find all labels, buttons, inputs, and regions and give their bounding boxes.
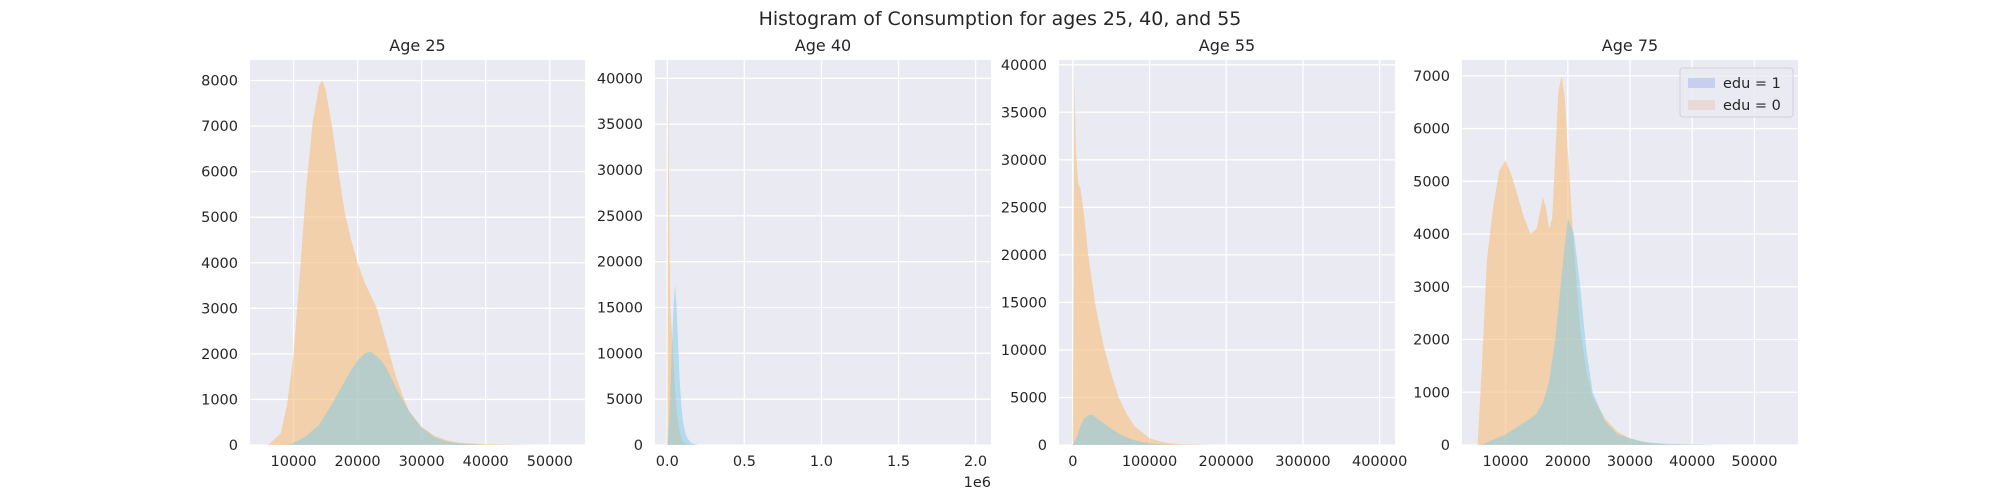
y-tick-label: 3000 xyxy=(1413,280,1450,296)
y-tick-label: 0 xyxy=(1038,438,1047,454)
histogram-edu-1 xyxy=(667,284,699,445)
y-tick-label: 20000 xyxy=(597,255,643,271)
y-tick-label: 30000 xyxy=(1001,153,1047,169)
panel-title: Age 25 xyxy=(389,36,445,55)
plot-background xyxy=(1059,60,1395,445)
y-tick-label: 7000 xyxy=(1413,69,1450,85)
legend-label: edu = 0 xyxy=(1723,98,1781,114)
panel-age-25: 10000 20000 30000 40000 50000 0 1000 2000 3000 40… xyxy=(201,36,585,470)
x-tick-label: 0 xyxy=(1068,454,1077,470)
y-tick-label: 4000 xyxy=(201,256,238,272)
panel-age-40: 0.0 0.5 1.0 1.5 2.0 0 5000 10000 15000 20000 25000… xyxy=(597,36,991,491)
x-tick-label: 10000 xyxy=(1482,454,1528,470)
y-tick-label: 5000 xyxy=(606,392,643,408)
legend: edu = 1 edu = 0 xyxy=(1679,67,1794,118)
panel-title: Age 75 xyxy=(1602,36,1658,55)
histogram-edu-0 xyxy=(1072,74,1227,445)
y-tick-label: 3000 xyxy=(201,301,238,317)
plot-background xyxy=(655,60,991,445)
y-tick-label: 35000 xyxy=(597,117,643,133)
legend-swatch xyxy=(1688,100,1715,110)
y-tick-label: 35000 xyxy=(1001,105,1047,121)
y-tick-label: 30000 xyxy=(597,163,643,179)
x-tick-label: 2.0 xyxy=(964,454,987,470)
x-tick-label: 50000 xyxy=(1731,454,1777,470)
histogram-edu-0 xyxy=(1477,75,1693,445)
y-tick-label: 1000 xyxy=(201,392,238,408)
figure-title: Histogram of Consumption for ages 25, 40… xyxy=(759,8,1242,30)
y-tick-label: 25000 xyxy=(597,209,643,225)
x-tick-label: 100000 xyxy=(1122,454,1177,470)
y-tick-label: 5000 xyxy=(201,210,238,226)
panel-title: Age 40 xyxy=(795,36,851,55)
histogram-edu-0 xyxy=(667,78,691,445)
x-tick-label: 30000 xyxy=(1607,454,1653,470)
x-tick-label: 40000 xyxy=(1669,454,1715,470)
x-tick-label: 50000 xyxy=(527,454,573,470)
y-tick-label: 5000 xyxy=(1010,390,1047,406)
y-tick-label: 10000 xyxy=(1001,343,1047,359)
y-tick-label: 0 xyxy=(634,438,643,454)
y-tick-label: 25000 xyxy=(1001,200,1047,216)
y-tick-label: 0 xyxy=(229,438,238,454)
panel-age-75: 10000 20000 30000 40000 50000 0 1000 2000 3000 40… xyxy=(1413,36,1798,470)
y-tick-label: 15000 xyxy=(1001,295,1047,311)
x-tick-label: 10000 xyxy=(270,454,316,470)
histogram-edu-1 xyxy=(287,351,486,445)
y-tick-label: 8000 xyxy=(201,74,238,90)
y-tick-label: 1000 xyxy=(1413,385,1450,401)
x-tick-label: 300000 xyxy=(1275,454,1330,470)
x-tick-label: 1.5 xyxy=(887,454,910,470)
x-tick-label: 40000 xyxy=(463,454,509,470)
y-tick-label: 7000 xyxy=(201,119,238,135)
x-axis-offset-label: 1e6 xyxy=(964,475,991,491)
y-tick-label: 15000 xyxy=(597,301,643,317)
legend-swatch xyxy=(1688,78,1715,88)
x-tick-label: 200000 xyxy=(1199,454,1254,470)
x-tick-label: 20000 xyxy=(1545,454,1591,470)
y-tick-label: 0 xyxy=(1441,438,1450,454)
x-tick-label: 0.5 xyxy=(733,454,756,470)
y-tick-label: 40000 xyxy=(1001,58,1047,74)
histogram-edu-1 xyxy=(1072,414,1173,445)
y-tick-label: 40000 xyxy=(597,71,643,87)
y-tick-label: 2000 xyxy=(1413,333,1450,349)
x-tick-label: 400000 xyxy=(1352,454,1407,470)
y-tick-label: 2000 xyxy=(201,347,238,363)
histogram-edu-0 xyxy=(267,80,550,445)
x-tick-label: 1.0 xyxy=(810,454,833,470)
x-tick-label: 20000 xyxy=(335,454,381,470)
y-tick-label: 10000 xyxy=(597,346,643,362)
panel-title: Age 55 xyxy=(1199,36,1255,55)
panel-age-55: 0 100000 200000 300000 400000 0 5000 10000 15000… xyxy=(1001,36,1407,470)
y-tick-label: 6000 xyxy=(201,165,238,181)
x-tick-label: 30000 xyxy=(399,454,445,470)
legend-label: edu = 1 xyxy=(1723,76,1781,92)
x-tick-label: 0.0 xyxy=(656,454,679,470)
y-tick-label: 5000 xyxy=(1413,174,1450,190)
y-tick-label: 6000 xyxy=(1413,122,1450,138)
y-tick-label: 4000 xyxy=(1413,227,1450,243)
y-tick-label: 20000 xyxy=(1001,248,1047,264)
